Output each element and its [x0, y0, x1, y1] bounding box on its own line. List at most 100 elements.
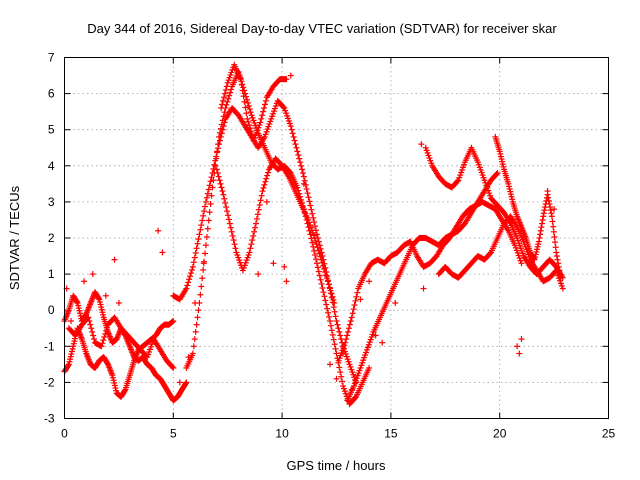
data-point: [217, 125, 224, 132]
data-point: [323, 301, 330, 308]
data-point: [290, 133, 297, 140]
data-point: [555, 263, 562, 270]
data-point: [257, 197, 264, 204]
data-point: [98, 343, 105, 350]
data-point: [265, 169, 272, 176]
data-point: [201, 208, 208, 215]
data-point: [320, 262, 327, 269]
data-point: [202, 198, 209, 205]
data-point: [199, 275, 206, 282]
data-point: [216, 177, 223, 184]
y-tick-label: -2: [44, 375, 55, 389]
data-point: [237, 76, 244, 83]
data-point: [322, 297, 329, 304]
data-point: [258, 192, 265, 199]
data-point: [203, 194, 210, 201]
data-point: [221, 195, 228, 202]
data-point: [346, 321, 353, 328]
data-point: [518, 260, 525, 267]
data-point: [539, 216, 546, 223]
data-point: [309, 239, 316, 246]
data-point: [555, 260, 562, 267]
data-point: [202, 250, 209, 257]
data-point: [329, 293, 336, 300]
data-point: [297, 159, 304, 166]
chart-title: Day 344 of 2016, Sidereal Day-to-day VTE…: [87, 21, 557, 36]
data-point: [345, 325, 352, 332]
data-point: [338, 373, 345, 380]
data-point: [194, 240, 201, 247]
data-point: [324, 278, 331, 285]
data-point: [366, 364, 373, 371]
data-point: [225, 95, 232, 102]
x-tick-label: 0: [61, 427, 68, 441]
data-point: [352, 394, 359, 401]
data-point: [336, 328, 343, 335]
data-point: [261, 105, 268, 112]
data-point: [189, 350, 196, 357]
data-point: [95, 295, 102, 302]
x-tick-label: 15: [384, 427, 398, 441]
data-point: [88, 325, 95, 332]
data-point: [270, 260, 277, 267]
data-point: [335, 325, 342, 332]
data-point: [347, 318, 354, 325]
data-point: [292, 141, 299, 148]
data-point: [195, 307, 202, 314]
data-point: [254, 211, 261, 218]
data-point: [348, 386, 355, 393]
data-point: [198, 222, 205, 229]
data-point: [215, 173, 222, 180]
data-point: [330, 296, 337, 303]
data-point: [308, 206, 315, 213]
data-point: [518, 336, 525, 343]
data-point: [357, 296, 364, 303]
data-point: [199, 217, 206, 224]
data-point: [243, 110, 250, 117]
data-point: [155, 227, 162, 234]
data-point: [184, 282, 191, 289]
data-point: [246, 249, 253, 256]
data-point: [250, 232, 257, 239]
data-point: [548, 213, 555, 220]
data-point: [316, 250, 323, 257]
data-point: [298, 162, 305, 169]
data-point: [207, 200, 214, 207]
data-point: [99, 340, 106, 347]
data-point: [211, 161, 218, 168]
data-points: [61, 61, 566, 408]
data-point: [540, 210, 547, 217]
data-point: [115, 299, 122, 306]
data-point: [103, 327, 110, 334]
data-point: [315, 268, 322, 275]
data-point: [197, 291, 204, 298]
data-point: [249, 237, 256, 244]
data-point: [321, 293, 328, 300]
data-point: [514, 343, 521, 350]
data-point: [330, 304, 337, 311]
data-point: [87, 321, 94, 328]
data-point: [244, 99, 251, 106]
data-point: [540, 213, 547, 220]
data-point: [294, 148, 301, 155]
data-point: [214, 170, 221, 177]
data-point: [557, 274, 564, 281]
data-point: [344, 332, 351, 339]
data-point: [556, 267, 563, 274]
data-point: [553, 249, 560, 256]
data-point: [223, 204, 230, 211]
data-point: [538, 220, 545, 227]
data-point: [351, 302, 358, 309]
data-point: [245, 102, 252, 109]
data-point: [312, 223, 319, 230]
data-point: [252, 220, 259, 227]
data-point: [89, 328, 96, 335]
data-point: [516, 350, 523, 357]
data-point: [214, 148, 221, 155]
data-point: [215, 133, 222, 140]
data-point: [247, 245, 254, 252]
data-point: [547, 207, 554, 214]
data-point: [213, 155, 220, 162]
data-point: [541, 207, 548, 214]
data-point: [551, 233, 558, 240]
